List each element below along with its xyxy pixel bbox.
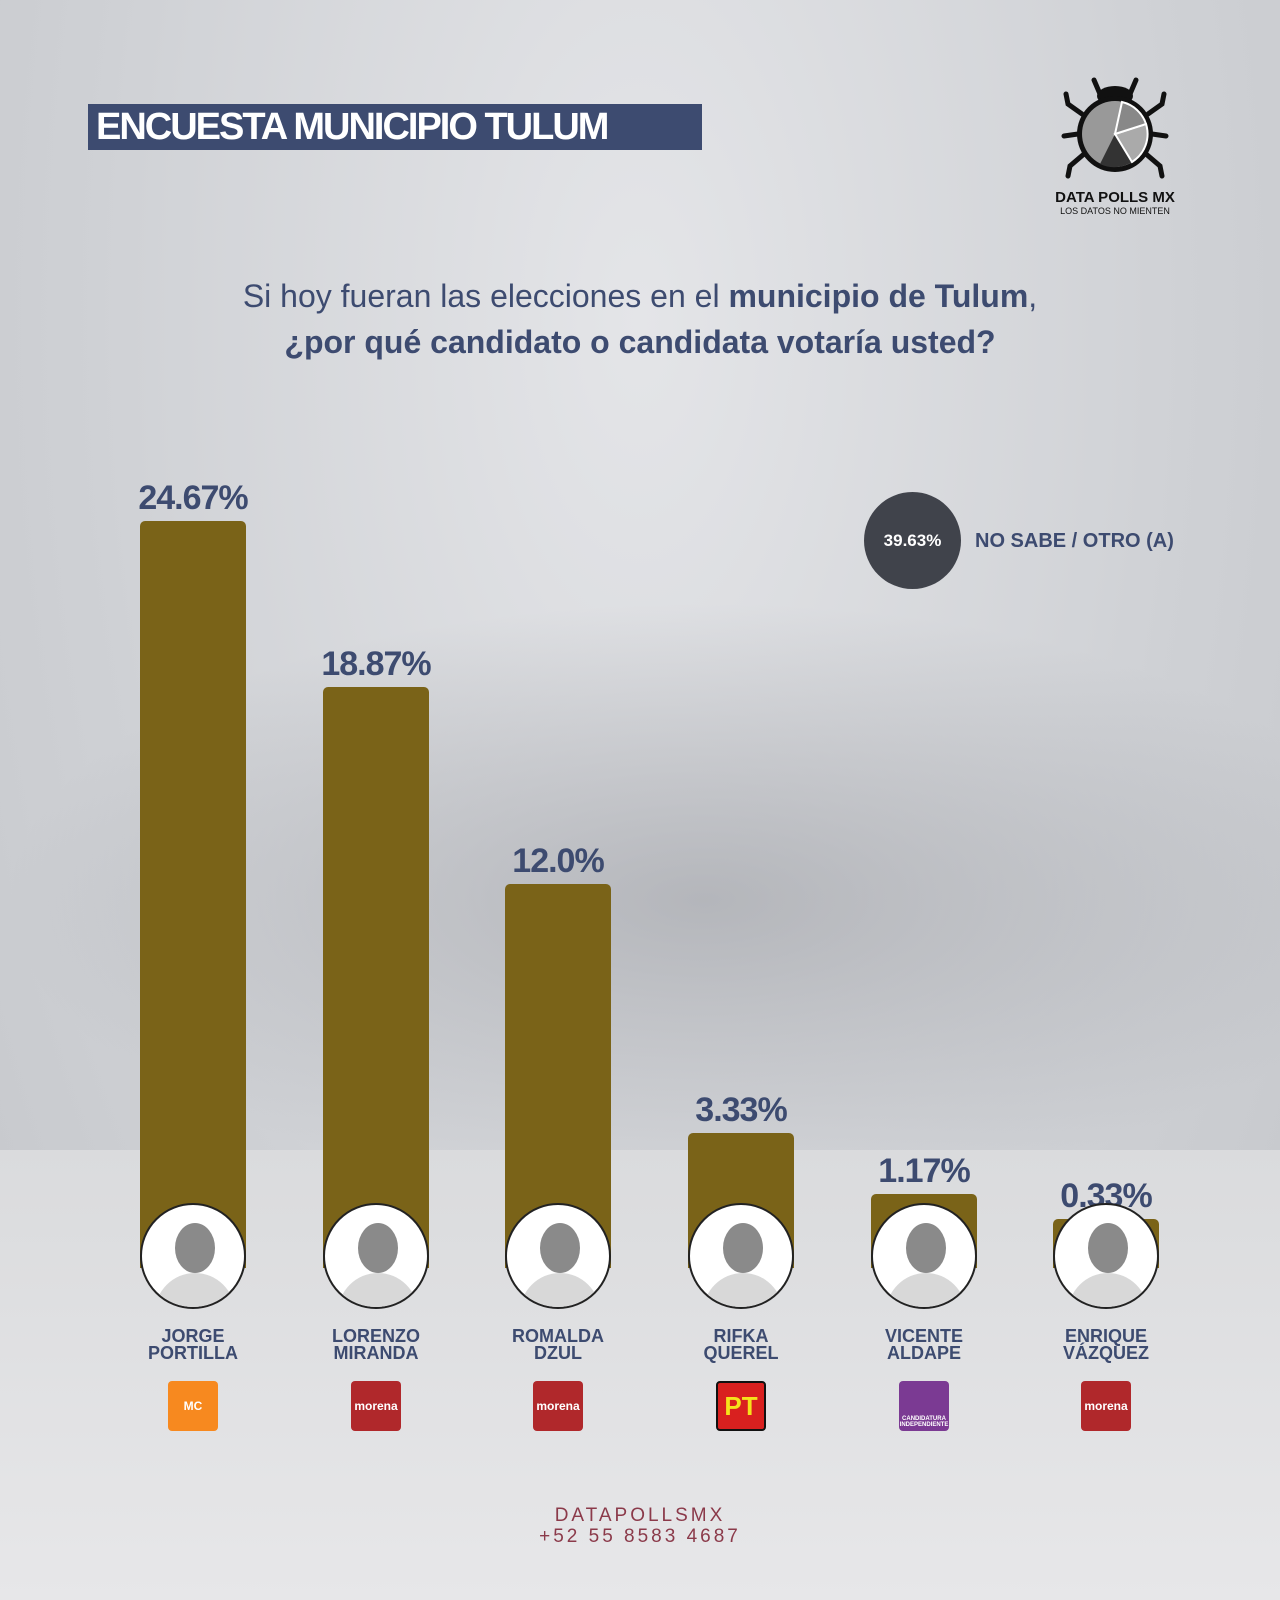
bar-value-label: 12.0% (512, 842, 604, 881)
bar-value-label: 3.33% (695, 1090, 787, 1129)
bar-value-label: 18.87% (321, 645, 431, 684)
party-logo-morena: morena (1081, 1381, 1131, 1431)
party-logo-morena: morena (533, 1381, 583, 1431)
candidate-avatar (688, 1203, 794, 1309)
party-logo-morena: morena (351, 1381, 401, 1431)
question-line-2: ¿por qué candidato o candidata votaría u… (284, 324, 996, 360)
candidate-avatar (1053, 1203, 1159, 1309)
question-bold: municipio de Tulum (728, 278, 1029, 314)
candidate-avatar (505, 1203, 611, 1309)
logo-tagline: LOS DATOS NO MIENTEN (1060, 206, 1170, 216)
logo-name: DATA POLLS MX (1055, 189, 1175, 206)
question-text: Si hoy fueran las elecciones en el (242, 278, 729, 314)
footer-handle: DATAPOLLSMX (554, 1505, 726, 1526)
question-comma: , (1028, 278, 1038, 314)
bar-value-label: 1.17% (878, 1152, 970, 1191)
footer-phone: +52 55 8583 4687 (539, 1526, 741, 1547)
bug-pie-logo-icon (1061, 77, 1169, 179)
candidate-name: RIFKA QUEREL (703, 1326, 779, 1363)
party-logo-mc: MC (168, 1381, 218, 1431)
bar-value-label: 24.67% (138, 479, 248, 518)
legend-other-value: 39.63% (864, 492, 961, 589)
legend-other-label: NO SABE / OTRO (A) (975, 530, 1174, 552)
candidate-name: JORGE PORTILLA (148, 1326, 238, 1363)
party-logo-pt: PT (716, 1381, 766, 1431)
candidate-avatar (323, 1203, 429, 1309)
page-title: ENCUESTA MUNICIPIO TULUM (88, 104, 702, 150)
candidate-name: LORENZO MIRANDA (332, 1326, 420, 1363)
logo: DATA POLLS MX LOS DATOS NO MIENTEN (1035, 74, 1195, 216)
candidate-name: ENRIQUE VÁZQUEZ (1062, 1326, 1149, 1363)
bar-1 (323, 687, 429, 1268)
candidate-avatar (140, 1203, 246, 1309)
bar-0 (140, 521, 246, 1268)
candidate-avatar (871, 1203, 977, 1309)
party-logo-candidatura-independiente: CANDIDATURA INDEPENDIENTE (899, 1381, 949, 1431)
question-line-1: Si hoy fueran las elecciones en el munic… (0, 278, 1280, 315)
candidate-name: VICENTE ALDAPE (884, 1326, 963, 1363)
candidate-name: ROMALDA DZUL (512, 1326, 604, 1363)
